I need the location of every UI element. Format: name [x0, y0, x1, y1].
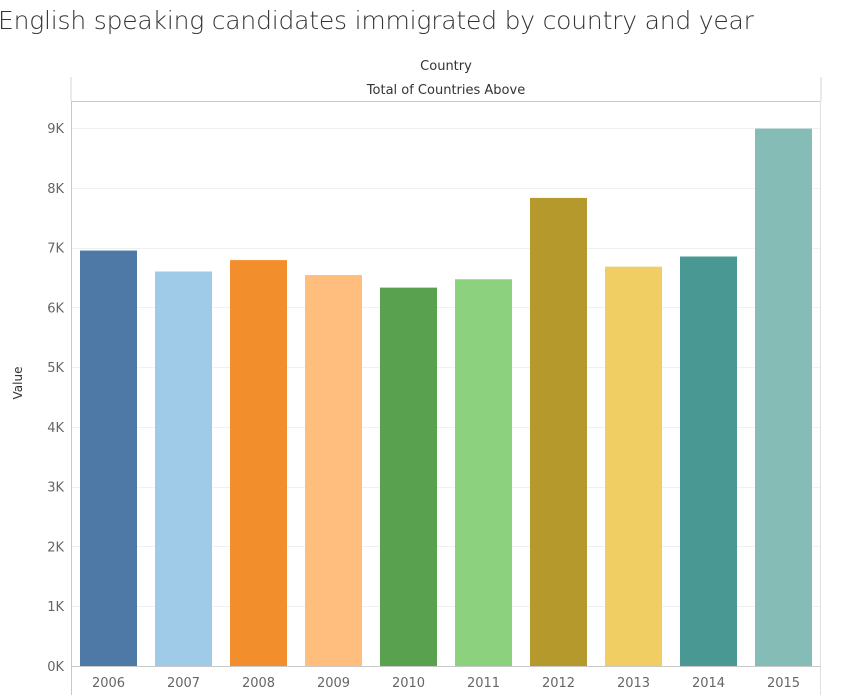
x-tick-label: 2015 [767, 676, 800, 691]
column-header: Country [420, 59, 472, 74]
x-tick-label: 2010 [392, 676, 425, 691]
bar-2012[interactable] [530, 197, 587, 666]
x-tick-label: 2011 [467, 676, 500, 691]
x-tick-label: 2008 [242, 676, 275, 691]
bar-2008[interactable] [230, 260, 287, 666]
y-axis-title: Value [11, 367, 25, 400]
bars [80, 128, 812, 667]
y-tick-label: 9K [47, 122, 64, 137]
bar-2006[interactable] [80, 250, 137, 667]
bar-2007[interactable] [155, 271, 212, 666]
x-tick-label: 2014 [692, 676, 725, 691]
bar-2010[interactable] [380, 287, 437, 666]
y-tick-label: 5K [47, 361, 64, 376]
y-tick-label: 0K [47, 660, 64, 675]
bar-2009[interactable] [305, 275, 362, 666]
y-tick-label: 6K [47, 301, 64, 316]
y-tick-label: 2K [47, 540, 64, 555]
y-tick-label: 1K [47, 600, 64, 615]
x-tick-label: 2012 [542, 676, 575, 691]
x-tick-label: 2006 [92, 676, 125, 691]
y-tick-label: 4K [47, 421, 64, 436]
x-tick-label: 2009 [317, 676, 350, 691]
y-tick-label: 8K [47, 182, 64, 197]
x-axis-ticks: 2006 2007 2008 2009 2010 2011 2012 2013 2014 2015 [92, 676, 800, 691]
bar-2011[interactable] [455, 279, 512, 666]
y-tick-label: 3K [47, 481, 64, 496]
y-tick-label: 7K [47, 242, 64, 257]
column-subheader: Total of Countries Above [366, 83, 525, 98]
x-tick-label: 2007 [167, 676, 200, 691]
y-axis-ticks: 0K 1K 2K 3K 4K 5K 6K 7K 8K 9K [47, 122, 64, 675]
chart-title: English speaking candidates immigrated b… [0, 6, 754, 35]
bar-2013[interactable] [605, 266, 662, 666]
x-tick-label: 2013 [617, 676, 650, 691]
bar-2014[interactable] [680, 256, 737, 666]
bar-2015[interactable] [755, 128, 812, 666]
